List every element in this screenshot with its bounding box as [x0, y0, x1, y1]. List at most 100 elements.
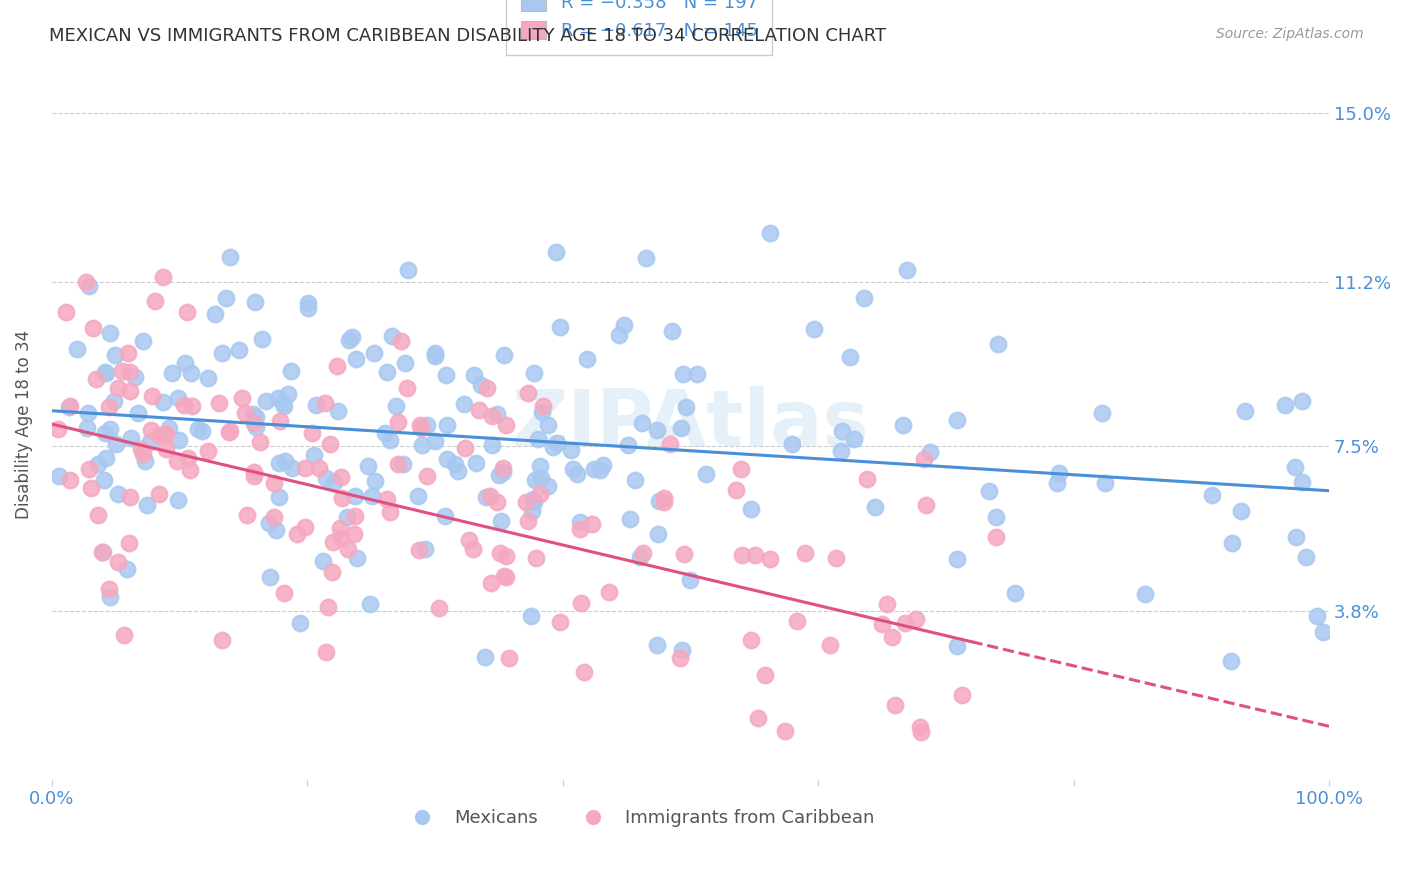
- Point: [747, 711, 769, 725]
- Point: [725, 483, 748, 498]
- Point: [110, 364, 132, 378]
- Point: [870, 616, 893, 631]
- Point: [489, 546, 512, 560]
- Point: [79, 482, 101, 496]
- Point: [91, 545, 114, 559]
- Point: [876, 597, 898, 611]
- Point: [825, 550, 848, 565]
- Point: [66, 342, 89, 356]
- Point: [880, 630, 903, 644]
- Point: [759, 226, 782, 240]
- Point: [267, 456, 290, 470]
- Point: [581, 516, 603, 531]
- Point: [406, 489, 429, 503]
- Point: [624, 473, 647, 487]
- Point: [672, 547, 695, 561]
- Point: [523, 495, 546, 509]
- Point: [129, 442, 152, 456]
- Point: [453, 397, 475, 411]
- Point: [315, 645, 337, 659]
- Point: [396, 381, 419, 395]
- Point: [468, 403, 491, 417]
- Point: [481, 409, 503, 424]
- Point: [842, 432, 865, 446]
- Point: [478, 489, 501, 503]
- Point: [316, 599, 339, 614]
- Point: [793, 546, 815, 560]
- Point: [76, 421, 98, 435]
- Point: [470, 378, 492, 392]
- Point: [908, 721, 931, 735]
- Point: [891, 417, 914, 432]
- Point: [134, 454, 156, 468]
- Point: [98, 582, 121, 596]
- Point: [520, 609, 543, 624]
- Point: [274, 454, 297, 468]
- Point: [305, 398, 328, 412]
- Point: [856, 472, 879, 486]
- Point: [411, 438, 433, 452]
- Point: [87, 508, 110, 523]
- Point: [986, 530, 1008, 544]
- Point: [249, 434, 271, 449]
- Point: [619, 512, 641, 526]
- Point: [896, 262, 918, 277]
- Point: [780, 437, 803, 451]
- Point: [273, 586, 295, 600]
- Point: [75, 275, 97, 289]
- Text: MEXICAN VS IMMIGRANTS FROM CARIBBEAN DISABILITY AGE 18 TO 34 CORRELATION CHART: MEXICAN VS IMMIGRANTS FROM CARIBBEAN DIS…: [49, 27, 886, 45]
- Point: [548, 615, 571, 629]
- Point: [218, 425, 240, 440]
- Point: [87, 457, 110, 471]
- Point: [987, 336, 1010, 351]
- Point: [173, 398, 195, 412]
- Point: [94, 450, 117, 465]
- Point: [425, 434, 447, 448]
- Point: [329, 532, 352, 546]
- Point: [271, 396, 294, 410]
- Point: [531, 399, 554, 413]
- Point: [243, 295, 266, 310]
- Point: [495, 570, 517, 584]
- Point: [115, 561, 138, 575]
- Point: [905, 612, 928, 626]
- Point: [652, 491, 675, 505]
- Point: [218, 424, 240, 438]
- Point: [380, 433, 402, 447]
- Point: [661, 325, 683, 339]
- Point: [485, 407, 508, 421]
- Point: [55, 305, 77, 319]
- Point: [1220, 535, 1243, 549]
- Point: [1291, 393, 1313, 408]
- Point: [343, 489, 366, 503]
- Point: [492, 461, 515, 475]
- Point: [803, 322, 825, 336]
- Point: [436, 418, 458, 433]
- Point: [343, 508, 366, 523]
- Point: [98, 401, 121, 415]
- Point: [481, 438, 503, 452]
- Point: [515, 495, 537, 509]
- Point: [191, 424, 214, 438]
- Point: [675, 400, 697, 414]
- Point: [527, 432, 550, 446]
- Point: [671, 643, 693, 657]
- Point: [598, 584, 620, 599]
- Text: Source: ZipAtlas.com: Source: ZipAtlas.com: [1216, 27, 1364, 41]
- Point: [852, 291, 875, 305]
- Point: [592, 458, 614, 473]
- Point: [394, 356, 416, 370]
- Point: [668, 651, 690, 665]
- Point: [730, 462, 752, 476]
- Point: [267, 391, 290, 405]
- Point: [94, 426, 117, 441]
- Point: [409, 417, 432, 432]
- Point: [245, 420, 267, 434]
- Point: [546, 435, 568, 450]
- Point: [152, 270, 174, 285]
- Point: [364, 474, 387, 488]
- Point: [524, 473, 547, 487]
- Point: [112, 628, 135, 642]
- Point: [215, 291, 238, 305]
- Point: [915, 498, 938, 512]
